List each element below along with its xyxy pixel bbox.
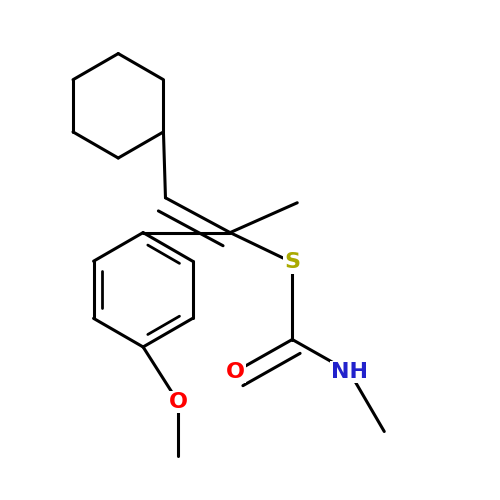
- Text: O: O: [226, 362, 244, 382]
- Text: S: S: [284, 252, 300, 272]
- Text: NH: NH: [331, 362, 368, 382]
- Text: O: O: [168, 392, 188, 411]
